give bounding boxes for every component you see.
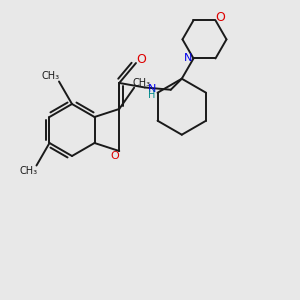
Text: O: O bbox=[215, 11, 225, 24]
Text: CH₃: CH₃ bbox=[42, 71, 60, 82]
Text: O: O bbox=[136, 52, 146, 65]
Text: N: N bbox=[184, 53, 193, 64]
Text: CH₃: CH₃ bbox=[20, 166, 38, 176]
Text: H: H bbox=[148, 91, 155, 100]
Text: CH₃: CH₃ bbox=[132, 78, 150, 88]
Text: N: N bbox=[148, 85, 156, 94]
Text: O: O bbox=[111, 151, 120, 161]
